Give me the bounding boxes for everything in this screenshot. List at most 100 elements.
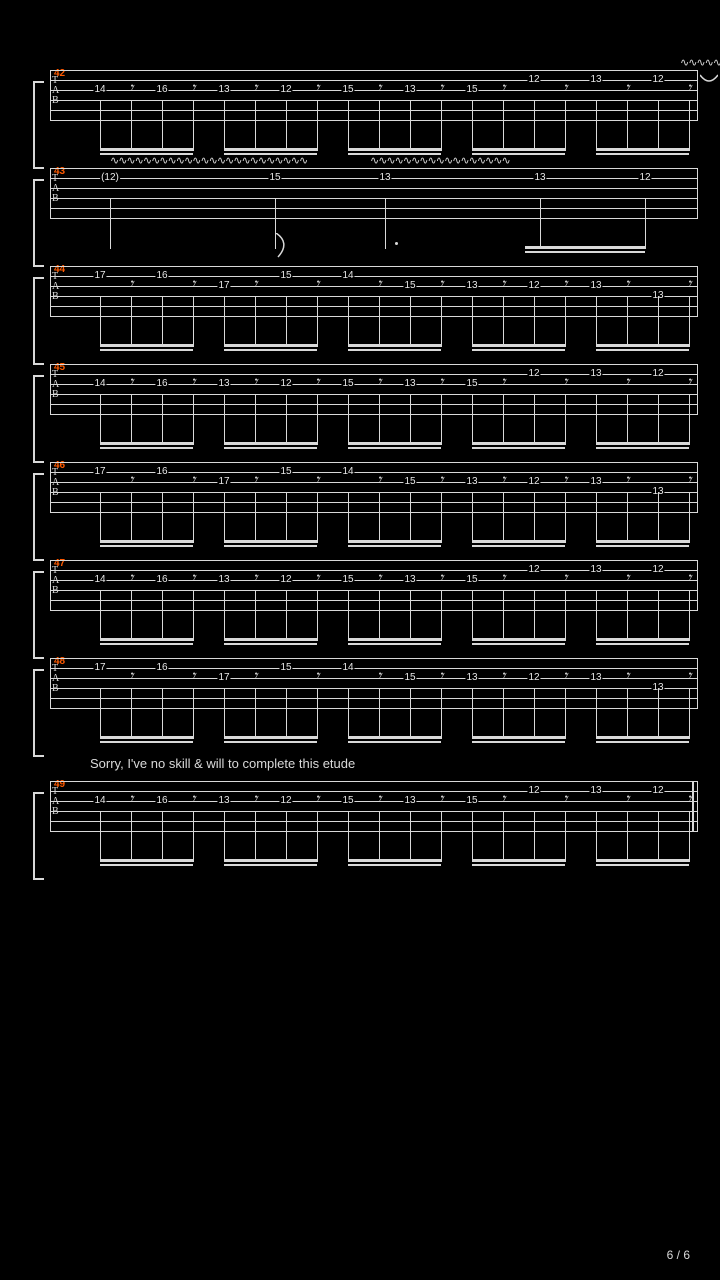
fret-number: 13 bbox=[217, 796, 230, 806]
fret-number: 13 bbox=[533, 173, 546, 183]
rest-mark: 𝄾 bbox=[377, 570, 381, 588]
rest-mark: 𝄾 bbox=[501, 374, 505, 392]
rest-mark: 𝄾 bbox=[191, 80, 195, 98]
fret-number: 13 bbox=[378, 173, 391, 183]
rest-mark: 𝄾 bbox=[501, 791, 505, 809]
rest-mark: 𝄾 bbox=[687, 276, 691, 294]
fret-number: 12 bbox=[638, 173, 651, 183]
fret-number: 17 bbox=[93, 271, 106, 281]
fret-number: 13 bbox=[403, 379, 416, 389]
rest-mark: 𝄾 bbox=[439, 472, 443, 490]
fret-number: 12 bbox=[279, 796, 292, 806]
fret-number: 16 bbox=[155, 467, 168, 477]
fret-number: 12 bbox=[651, 75, 664, 85]
rest-mark: 𝄾 bbox=[129, 276, 133, 294]
measure-49: 49 TAB14𝄾16𝄾13𝄾12𝄾15𝄾13𝄾15𝄾12𝄾13𝄾12𝄾 bbox=[30, 781, 690, 831]
tie bbox=[700, 72, 718, 90]
fret-number: 12 bbox=[527, 786, 540, 796]
rest-mark: 𝄾 bbox=[253, 276, 257, 294]
rest-mark: 𝄾 bbox=[377, 374, 381, 392]
fret-number: 12 bbox=[651, 786, 664, 796]
rest-mark: 𝄾 bbox=[129, 374, 133, 392]
system-bracket bbox=[30, 276, 48, 316]
rest-mark: 𝄾 bbox=[315, 472, 319, 490]
measure-42: 42 TAB∿∿∿∿∿∿ 14𝄾16𝄾13𝄾12𝄾15𝄾13𝄾15𝄾12𝄾13𝄾… bbox=[30, 70, 690, 120]
measure-43: 43 TAB∿∿∿∿∿∿∿∿∿∿∿∿∿∿∿∿∿∿∿∿∿∿∿∿∿∿∿∿∿∿∿∿∿∿… bbox=[30, 168, 690, 218]
fret-number: 13 bbox=[403, 85, 416, 95]
page-number: 6 / 6 bbox=[667, 1248, 690, 1262]
fret-number: 15 bbox=[268, 173, 281, 183]
system-bracket bbox=[30, 570, 48, 610]
rest-mark: 𝄾 bbox=[315, 276, 319, 294]
fret-number: 15 bbox=[403, 281, 416, 291]
fret-number: 13 bbox=[589, 673, 602, 683]
fret-number: 14 bbox=[93, 575, 106, 585]
fret-number: 17 bbox=[93, 663, 106, 673]
fret-number: 12 bbox=[527, 369, 540, 379]
rest-mark: 𝄾 bbox=[315, 80, 319, 98]
rest-mark: 𝄾 bbox=[501, 570, 505, 588]
rest-mark: 𝄾 bbox=[563, 472, 567, 490]
fret-number: 14 bbox=[341, 467, 354, 477]
trill-mark: ∿∿∿∿∿∿∿∿∿∿∿∿∿∿∿∿∿∿∿∿∿∿∿∿ bbox=[110, 154, 307, 167]
fret-number: 15 bbox=[341, 575, 354, 585]
system-bracket bbox=[30, 472, 48, 512]
rest-mark: 𝄾 bbox=[687, 374, 691, 392]
fret-number: 16 bbox=[155, 663, 168, 673]
rest-mark: 𝄾 bbox=[563, 791, 567, 809]
fret-number: 17 bbox=[217, 673, 230, 683]
rest-mark: 𝄾 bbox=[439, 570, 443, 588]
rest-mark: 𝄾 bbox=[625, 472, 629, 490]
rest-mark: 𝄾 bbox=[563, 80, 567, 98]
fret-number: 15 bbox=[279, 467, 292, 477]
trill-mark: ∿∿∿∿∿∿∿∿∿∿∿∿∿∿∿∿∿ bbox=[370, 154, 510, 167]
tab-staff: TAB17𝄾16𝄾17𝄾15𝄾14𝄾15𝄾13𝄾12𝄾13𝄾13𝄾 bbox=[50, 658, 698, 708]
fret-number: 13 bbox=[403, 575, 416, 585]
rest-mark: 𝄾 bbox=[253, 472, 257, 490]
fret-number: 15 bbox=[403, 673, 416, 683]
fret-number: 13 bbox=[217, 575, 230, 585]
rest-mark: 𝄾 bbox=[563, 668, 567, 686]
fret-number: 12 bbox=[527, 281, 540, 291]
rest-mark: 𝄾 bbox=[253, 668, 257, 686]
rest-mark: 𝄾 bbox=[625, 80, 629, 98]
tab-page: 42 TAB∿∿∿∿∿∿ 14𝄾16𝄾13𝄾12𝄾15𝄾13𝄾15𝄾12𝄾13𝄾… bbox=[0, 0, 720, 1280]
measure-45: 45 TAB14𝄾16𝄾13𝄾12𝄾15𝄾13𝄾15𝄾12𝄾13𝄾12𝄾 bbox=[30, 364, 690, 414]
rest-mark: 𝄾 bbox=[625, 374, 629, 392]
rest-mark: 𝄾 bbox=[439, 374, 443, 392]
fret-number: 12 bbox=[527, 673, 540, 683]
rest-mark: 𝄾 bbox=[563, 570, 567, 588]
fret-number: 12 bbox=[651, 369, 664, 379]
fret-number: 12 bbox=[279, 379, 292, 389]
fret-number: 15 bbox=[465, 85, 478, 95]
rest-mark: 𝄾 bbox=[439, 791, 443, 809]
rest-mark: 𝄾 bbox=[563, 374, 567, 392]
fret-number: 12 bbox=[527, 565, 540, 575]
tab-staff: TAB∿∿∿∿∿∿∿∿∿∿∿∿∿∿∿∿∿∿∿∿∿∿∿∿∿∿∿∿∿∿∿∿∿∿∿∿∿… bbox=[50, 168, 698, 218]
rest-mark: 𝄾 bbox=[191, 570, 195, 588]
author-comment: Sorry, I've no skill & will to complete … bbox=[90, 756, 690, 771]
rest-mark: 𝄾 bbox=[129, 570, 133, 588]
rest-mark: 𝄾 bbox=[253, 374, 257, 392]
rest-mark: 𝄾 bbox=[253, 80, 257, 98]
rest-mark: 𝄾 bbox=[315, 374, 319, 392]
fret-number: 13 bbox=[589, 477, 602, 487]
system-bracket bbox=[30, 668, 48, 708]
rest-mark: 𝄾 bbox=[625, 570, 629, 588]
fret-number: 15 bbox=[341, 85, 354, 95]
rest-mark: 𝄾 bbox=[129, 472, 133, 490]
fret-number: 16 bbox=[155, 575, 168, 585]
rest-mark: 𝄾 bbox=[687, 570, 691, 588]
rest-mark: 𝄾 bbox=[687, 668, 691, 686]
rest-mark: 𝄾 bbox=[191, 374, 195, 392]
rest-mark: 𝄾 bbox=[625, 791, 629, 809]
system-bracket bbox=[30, 80, 48, 120]
fret-number: 13 bbox=[589, 786, 602, 796]
fret-number: 13 bbox=[589, 369, 602, 379]
fret-number: 14 bbox=[341, 271, 354, 281]
fret-number: 17 bbox=[93, 467, 106, 477]
fret-number: 14 bbox=[341, 663, 354, 673]
fret-number: 15 bbox=[341, 379, 354, 389]
fret-number: 13 bbox=[403, 796, 416, 806]
rest-mark: 𝄾 bbox=[191, 791, 195, 809]
